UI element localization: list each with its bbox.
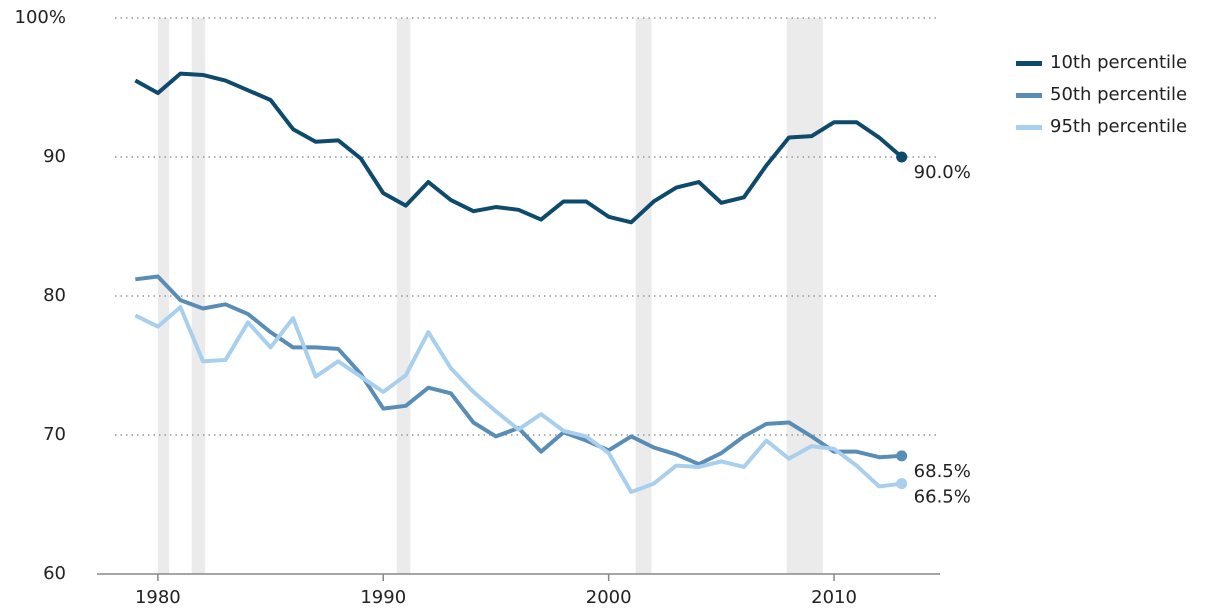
legend-swatch bbox=[1016, 125, 1042, 130]
y-tick-label: 90 bbox=[43, 146, 66, 167]
end-label: 66.5% bbox=[914, 487, 971, 508]
legend-item: 95th percentile bbox=[1016, 114, 1206, 140]
end-point bbox=[896, 478, 908, 490]
legend-label: 95th percentile bbox=[1050, 116, 1188, 137]
end-point bbox=[896, 151, 908, 163]
x-tick-label: 1990 bbox=[360, 587, 406, 608]
series-line bbox=[134, 305, 902, 494]
end-point bbox=[896, 450, 908, 462]
series-line bbox=[134, 71, 903, 225]
x-tick-label: 2010 bbox=[811, 587, 857, 608]
x-tick-label: 1980 bbox=[135, 587, 181, 608]
legend-label: 10th percentile bbox=[1050, 52, 1188, 73]
y-tick-label: 100% bbox=[15, 7, 66, 28]
legend-item: 10th percentile bbox=[1016, 50, 1206, 76]
end-label: 68.5% bbox=[914, 461, 971, 482]
legend-swatch bbox=[1016, 61, 1042, 66]
legend: 10th percentile 50th percentile 95th perce… bbox=[1016, 50, 1206, 146]
y-tick-label: 60 bbox=[43, 563, 66, 584]
legend-item: 50th percentile bbox=[1016, 82, 1206, 108]
legend-swatch bbox=[1016, 93, 1042, 98]
y-tick-label: 70 bbox=[43, 424, 66, 445]
legend-label: 50th percentile bbox=[1050, 84, 1188, 105]
end-label: 90.0% bbox=[914, 162, 971, 183]
y-tick-label: 80 bbox=[43, 285, 66, 306]
x-tick-label: 2000 bbox=[586, 587, 632, 608]
recession-band bbox=[157, 18, 170, 574]
recession-band bbox=[396, 18, 411, 574]
